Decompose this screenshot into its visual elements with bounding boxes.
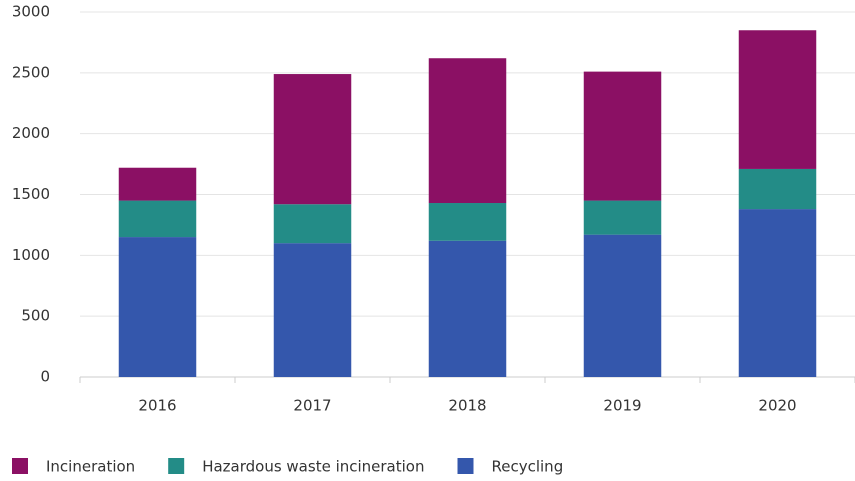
y-tick-label: 2500 [12,63,50,81]
bar-segment [428,203,507,241]
legend-label: Incineration [46,458,135,476]
y-tick-label: 3000 [12,3,50,21]
bar-segment [583,234,662,377]
y-tick-label: 1000 [12,246,50,264]
bar-segment [738,209,817,377]
bar-segment [583,200,662,235]
bar-segment [738,30,817,169]
y-tick-label: 0 [40,368,50,386]
legend-label: Recycling [492,458,564,476]
y-tick-label: 500 [21,307,50,325]
legend-swatch [12,458,28,474]
bar-segment [273,243,352,377]
bar-segment [428,58,507,204]
x-tick-label: 2016 [138,397,176,415]
y-tick-label: 1500 [12,185,50,203]
legend-label: Hazardous waste incineration [202,458,424,476]
bar-segment [738,168,817,210]
x-tick-label: 2017 [293,397,331,415]
x-tick-label: 2018 [448,397,486,415]
bar-segment [118,167,197,201]
bar-segment [428,240,507,377]
x-tick-label: 2020 [758,397,796,415]
bar-segment [273,74,352,205]
bar-segment [583,71,662,201]
legend-swatch [457,458,474,474]
legend-swatch [168,458,185,474]
bar-segment [273,204,352,244]
bar-segment [118,200,197,238]
x-tick-label: 2019 [603,397,641,415]
y-tick-label: 2000 [12,124,50,142]
bar-segment [118,237,197,377]
